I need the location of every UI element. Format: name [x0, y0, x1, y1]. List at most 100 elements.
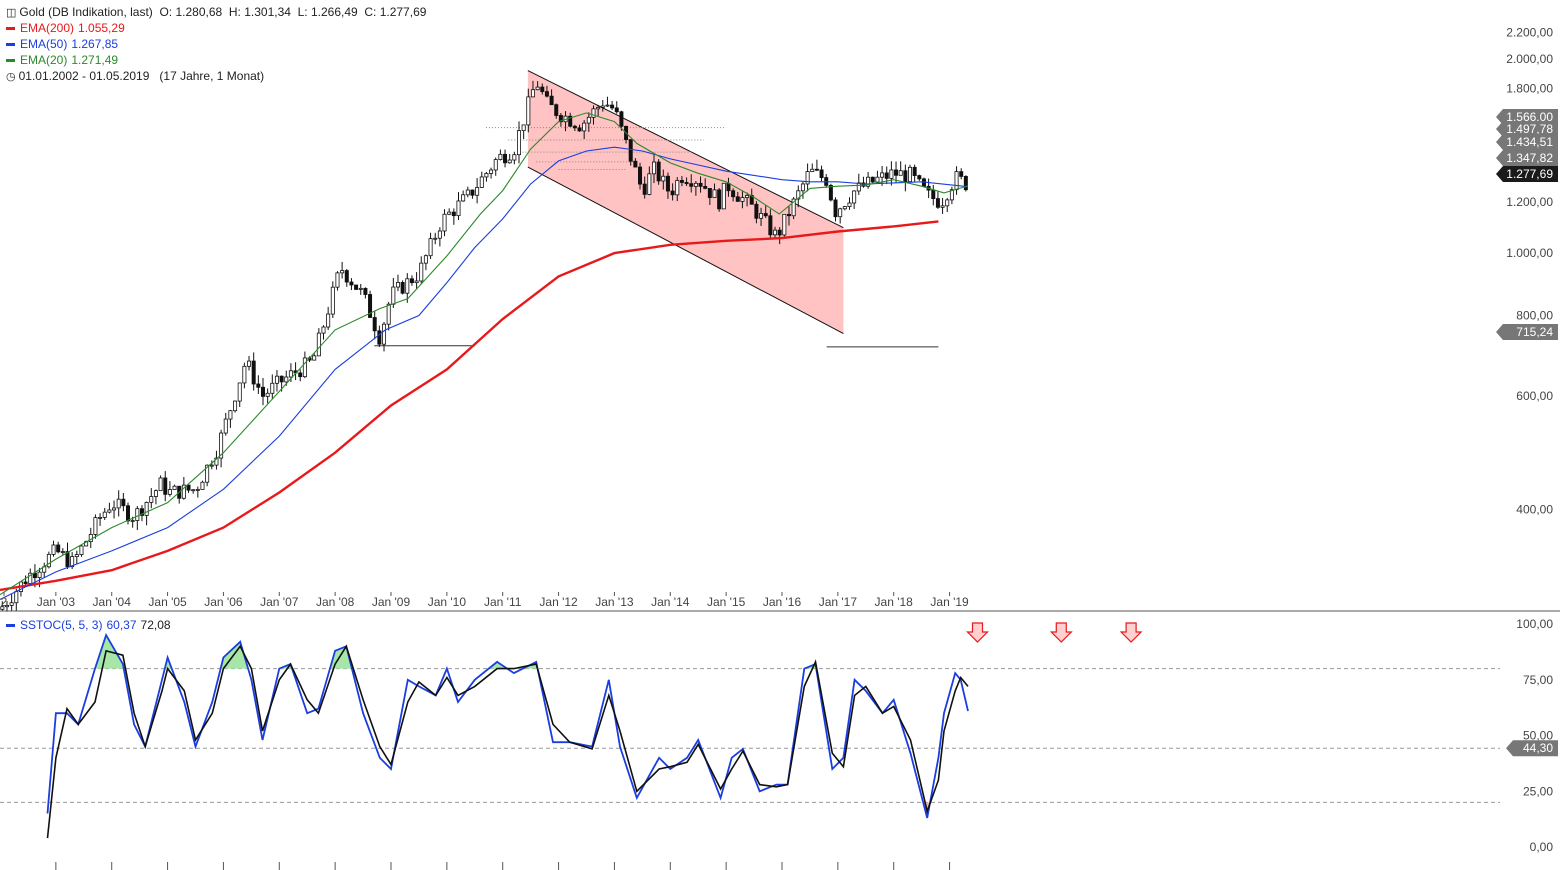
legend-label: EMA(200)	[20, 21, 75, 35]
candle-body	[777, 229, 782, 236]
sstoc-signal-line	[46, 644, 969, 839]
osc-y-tick-label: 100,00	[1516, 617, 1553, 631]
candle-body	[93, 517, 98, 535]
legend-label: EMA(50)	[20, 37, 68, 51]
ema-line-ema50	[0, 146, 969, 600]
y-tick-label: 1.000,00	[1506, 246, 1553, 260]
candle-body	[773, 229, 778, 236]
candle-body	[461, 194, 466, 202]
candle-body	[963, 176, 968, 191]
candle-body	[284, 376, 289, 383]
legend-value: 1.055,29	[78, 21, 125, 35]
candle-body	[665, 175, 670, 192]
level-price-tag	[1496, 324, 1558, 340]
candle-body	[889, 169, 894, 179]
candle-body	[312, 355, 317, 361]
candle-body	[135, 508, 140, 521]
low-value: 1.266,49	[310, 5, 358, 19]
osc-y-tick-label: 75,00	[1523, 673, 1553, 687]
candle-body	[23, 581, 28, 584]
legend-ema20[interactable]: EMA(20) 1.271,49	[6, 52, 118, 68]
candle-body	[395, 282, 400, 288]
legend-ema200[interactable]: EMA(200) 1.055,29	[6, 20, 125, 36]
candle-body	[139, 508, 144, 516]
legend-sstoc[interactable]: SSTOC(5, 5, 3) 60,37 72,08	[6, 617, 171, 633]
legend-ema50[interactable]: EMA(50) 1.267,85	[6, 36, 118, 52]
sell-signal-arrow-icon	[966, 622, 989, 643]
date-span-text: (17 Jahre, 1 Monat)	[159, 69, 265, 83]
candle-body	[549, 95, 554, 106]
candle-body	[679, 180, 684, 183]
legend-value: 60,37	[106, 618, 137, 632]
candle-body	[354, 284, 359, 290]
candle-body	[335, 272, 340, 288]
candle-body	[0, 606, 5, 610]
legend-value-2: 72,08	[140, 618, 171, 632]
candle-body	[759, 213, 764, 219]
candle-body	[4, 604, 9, 608]
candle-body	[475, 187, 480, 196]
x-tick-label: Jan '14	[651, 595, 690, 609]
candle-body	[828, 184, 833, 201]
candle-body	[540, 86, 545, 92]
candle-body	[437, 230, 442, 239]
candle-body	[368, 294, 373, 318]
candle-body	[153, 490, 158, 497]
candle-body	[200, 481, 205, 490]
candle-body	[456, 200, 461, 217]
candle-body	[256, 383, 261, 388]
legend-value: 1.267,85	[71, 37, 119, 51]
candle-body	[349, 281, 354, 286]
candle-body	[470, 189, 475, 196]
candle-body	[949, 189, 954, 201]
candle-body	[79, 545, 84, 555]
x-tick-label: Jan '07	[260, 595, 299, 609]
candle-body	[735, 196, 740, 202]
candle-body	[167, 489, 172, 495]
y-tick-label: 1.200,00	[1506, 195, 1553, 209]
x-tick-label: Jan '05	[148, 595, 187, 609]
y-tick-label: 2.200,00	[1506, 25, 1553, 39]
candle-body	[656, 161, 661, 182]
candle-body	[572, 125, 577, 129]
legend-swatch	[6, 624, 15, 628]
candle-body	[479, 176, 484, 188]
candle-body	[605, 104, 610, 107]
candle-body	[191, 489, 196, 492]
x-tick-label: Jan '03	[37, 595, 76, 609]
candle-body	[684, 182, 689, 185]
candle-body	[265, 392, 270, 397]
candle-body	[847, 202, 852, 207]
candle-body	[512, 154, 517, 161]
x-tick-label: Jan '09	[372, 595, 411, 609]
candle-body	[898, 170, 903, 176]
candle-body	[768, 215, 773, 236]
candle-body	[912, 166, 917, 176]
osc-y-tick-label: 25,00	[1523, 784, 1553, 798]
candlestick-icon: ◫	[6, 7, 17, 19]
candle-body	[498, 153, 503, 160]
x-tick-label: Jan '18	[875, 595, 914, 609]
candle-body	[298, 372, 303, 378]
candle-body	[638, 166, 643, 185]
candle-body	[116, 498, 121, 509]
price-tag-label: 1.434,51	[1506, 135, 1553, 149]
candle-body	[842, 206, 847, 210]
candle-body	[205, 464, 210, 483]
candle-body	[181, 484, 186, 499]
candle-body	[288, 370, 293, 378]
candle-body	[447, 211, 452, 215]
candle-body	[670, 190, 675, 196]
instrument-name: Gold (DB Indikation, last)	[19, 5, 153, 19]
candle-body	[591, 108, 596, 118]
candle-body	[707, 188, 712, 198]
candle-body	[894, 169, 899, 176]
candle-body	[703, 185, 708, 189]
x-tick-label: Jan '10	[428, 595, 467, 609]
legend-label: SSTOC(5, 5, 3)	[20, 618, 103, 632]
candle-body	[530, 89, 535, 98]
candle-body	[884, 172, 889, 179]
candle-body	[14, 591, 19, 604]
candle-body	[726, 182, 731, 192]
